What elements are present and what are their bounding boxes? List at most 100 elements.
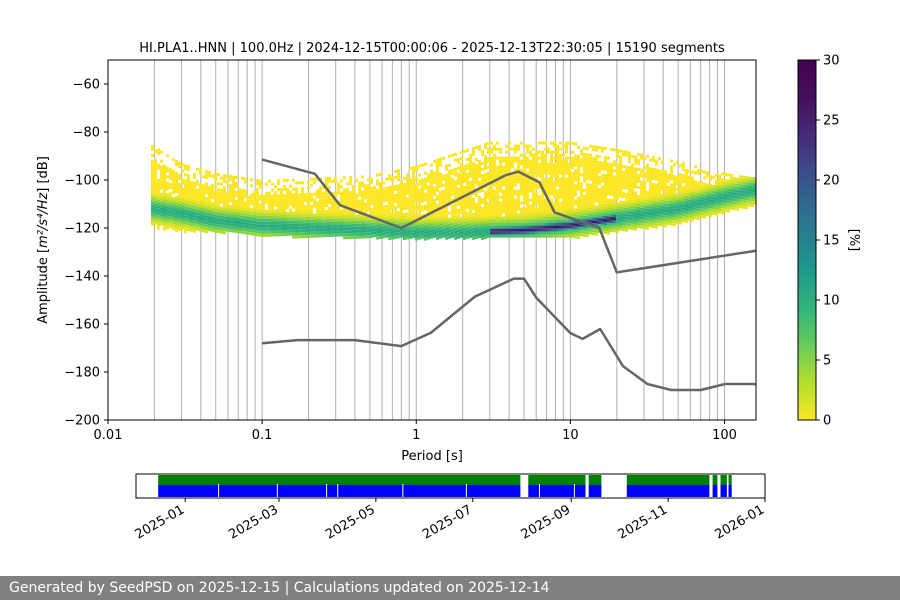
psd-cell [619,173,622,177]
psd-cell [607,156,610,160]
psd-cell [199,189,202,193]
psd-cell [367,232,370,236]
psd-cell [280,200,283,204]
psd-cell [169,213,172,217]
psd-cell [151,174,154,178]
psd-cell [691,206,694,210]
psd-cell [448,175,451,179]
psd-cell [436,212,439,216]
psd-cell [658,223,661,227]
psd-cell [613,196,616,200]
psd-cell [313,192,316,196]
psd-cell [385,204,388,208]
psd-cell [661,205,664,209]
psd-cell [178,206,181,210]
psd-cell [373,192,376,196]
psd-cell [412,193,415,197]
psd-cell [562,165,565,169]
psd-cell [670,186,673,190]
psd-cell [703,170,706,174]
psd-cell [754,189,756,193]
psd-cell [505,183,508,187]
psd-cell [220,230,223,234]
psd-cell [472,164,475,168]
psd-cell [715,188,718,192]
psd-cell [253,214,256,218]
psd-cell [631,175,634,179]
psd-cell [463,176,466,180]
psd-cell [319,201,322,205]
psd-cell [280,194,283,198]
psd-cell [337,185,340,189]
psd-cell [574,169,577,173]
psd-cell [670,159,673,163]
coverage-segment [528,485,586,497]
psd-cell [574,175,577,179]
psd-cell [424,222,427,226]
psd-cell [538,225,541,229]
psd-cell [445,173,448,177]
psd-cell [637,210,640,213]
psd-cell [613,199,616,203]
psd-cell [604,231,607,234]
psd-cell [550,162,553,166]
psd-cell [157,217,160,221]
psd-cell [289,208,292,212]
psd-cell [574,214,577,218]
psd-cell [496,186,499,190]
psd-cell [670,189,673,193]
psd-cell [505,234,508,238]
psd-cell [376,215,379,219]
psd-cell [607,171,610,175]
psd-cell [664,221,667,225]
psd-cell [337,209,340,213]
psd-cell [463,230,466,234]
psd-cell [547,222,550,226]
psd-cell [634,185,637,189]
psd-cell [634,203,637,207]
psd-cell [679,209,682,213]
psd-cell [178,185,181,189]
psd-cell [253,217,256,221]
psd-cell [271,188,274,192]
psd-cell [466,223,469,227]
psd-cell [187,201,190,205]
psd-cell [421,181,424,185]
psd-cell [214,190,217,194]
psd-cell [349,209,352,213]
psd-cell [220,182,223,186]
psd-cell [559,219,562,223]
psd-cell [334,215,337,219]
psd-cell [586,231,589,235]
psd-cell [469,174,472,178]
psd-cell [748,179,751,183]
psd-cell [676,160,679,164]
psd-cell [481,177,484,180]
psd-cell [592,196,595,200]
psd-cell [403,204,406,207]
psd-cell [298,229,301,233]
psd-cell [505,189,508,193]
psd-cell [433,201,436,205]
psd-cell [340,209,343,213]
psd-cell [196,218,199,222]
psd-cell [421,217,424,221]
psd-cell [562,219,565,223]
psd-cell [532,207,535,211]
psd-cell [331,179,334,183]
psd-cell [448,220,451,224]
psd-cell [583,179,586,183]
psd-cell [268,218,271,222]
psd-cell [640,216,643,220]
psd-cell [556,234,559,238]
psd-cell [658,211,661,215]
psd-cell [181,181,184,185]
psd-cell [643,187,646,191]
psd-cell [454,191,457,195]
psd-cell [232,223,235,227]
psd-cell [382,208,385,212]
psd-cell [481,231,484,234]
psd-cell [580,158,583,162]
psd-cell [526,213,529,217]
psd-cell [292,217,295,221]
